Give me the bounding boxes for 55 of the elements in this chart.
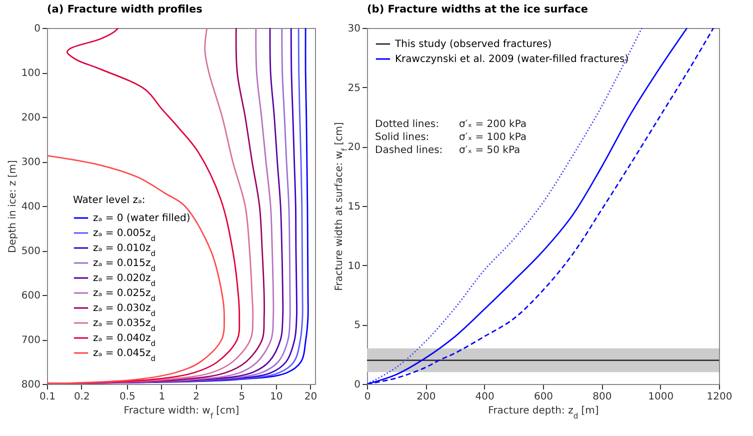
y-tick-label: 20	[348, 142, 360, 154]
y-tick-label: 600	[21, 290, 40, 302]
legend-label: This study (observed fractures)	[394, 39, 552, 50]
chart-title: (a) Fracture width profiles	[47, 4, 202, 16]
legend-title: Water level zₐ:	[73, 195, 146, 206]
x-tick-label: 10	[270, 392, 283, 402]
legend-label: zₐ = 0.035z$_{d}$	[93, 318, 156, 332]
legend-label: zₐ = 0.025z$_{d}$	[93, 288, 156, 302]
y-tick-label: 200	[21, 112, 40, 124]
y-axis-title: Depth in ice: z [m]	[7, 160, 18, 253]
legend-label: zₐ = 0.010z$_{d}$	[93, 243, 156, 258]
chart-title: (b) Fracture widths at the ice surface	[367, 4, 588, 16]
y-tick-label: 0	[34, 24, 40, 34]
y-tick-label: 300	[21, 157, 40, 168]
x-axis-title: Fracture depth: z$_{d}$ [m]	[488, 406, 599, 420]
x-tick-label: 1000	[648, 392, 674, 402]
y-tick-label: 100	[21, 68, 40, 79]
annotation: Dashed lines:	[375, 145, 443, 156]
x-tick-label: 0.5	[120, 392, 136, 402]
x-tick-label: 5	[238, 392, 246, 402]
y-tick-label: 10	[348, 260, 360, 272]
legend-label: zₐ = 0.040z$_{d}$	[93, 333, 156, 348]
x-tick-label: 1	[158, 392, 166, 402]
y-tick-label: 700	[21, 335, 40, 346]
annotation: σ′ₓ = 100 kPa	[459, 132, 527, 143]
y-tick-label: 800	[21, 380, 40, 390]
x-tick-label: 0	[364, 392, 371, 402]
y-tick-label: 0	[354, 380, 360, 390]
legend-label: zₐ = 0.020z$_{d}$	[93, 273, 156, 288]
annotation: σ′ₓ = 50 kPa	[459, 145, 520, 156]
x-tick-label: 200	[416, 392, 436, 402]
legend-label: zₐ = 0 (water filled)	[93, 213, 190, 224]
y-tick-label: 15	[348, 202, 360, 212]
x-tick-label: 0.2	[74, 392, 90, 402]
annotation: Dotted lines:	[375, 119, 439, 130]
annotation: Solid lines:	[375, 132, 430, 143]
x-tick-label: 800	[592, 392, 612, 402]
x-tick-label: 1200	[706, 392, 732, 402]
y-tick-label: 500	[21, 246, 40, 257]
x-tick-label: 400	[475, 392, 494, 402]
x-tick-label: 2	[193, 392, 200, 402]
x-tick-label: 600	[534, 392, 554, 402]
legend-label: zₐ = 0.015z$_{d}$	[93, 258, 156, 272]
x-axis-title: Fracture width: w$_{f}$ [cm]	[124, 406, 240, 420]
y-tick-label: 5	[354, 320, 360, 332]
x-tick-label: 0.1	[40, 392, 56, 402]
y-tick-label: 400	[21, 202, 40, 212]
annotation: σ′ₓ = 200 kPa	[459, 119, 527, 130]
legend-label: zₐ = 0.045z$_{d}$	[93, 348, 156, 362]
legend-label: zₐ = 0.005z$_{d}$	[93, 228, 156, 242]
legend-label: Krawczynski et al. 2009 (water-filled fractures)	[395, 54, 629, 65]
legend-label: zₐ = 0.030z$_{d}$	[93, 303, 156, 318]
x-tick-label: 20	[304, 392, 318, 402]
y-tick-label: 25	[348, 82, 360, 94]
y-tick-label: 30	[348, 24, 360, 34]
